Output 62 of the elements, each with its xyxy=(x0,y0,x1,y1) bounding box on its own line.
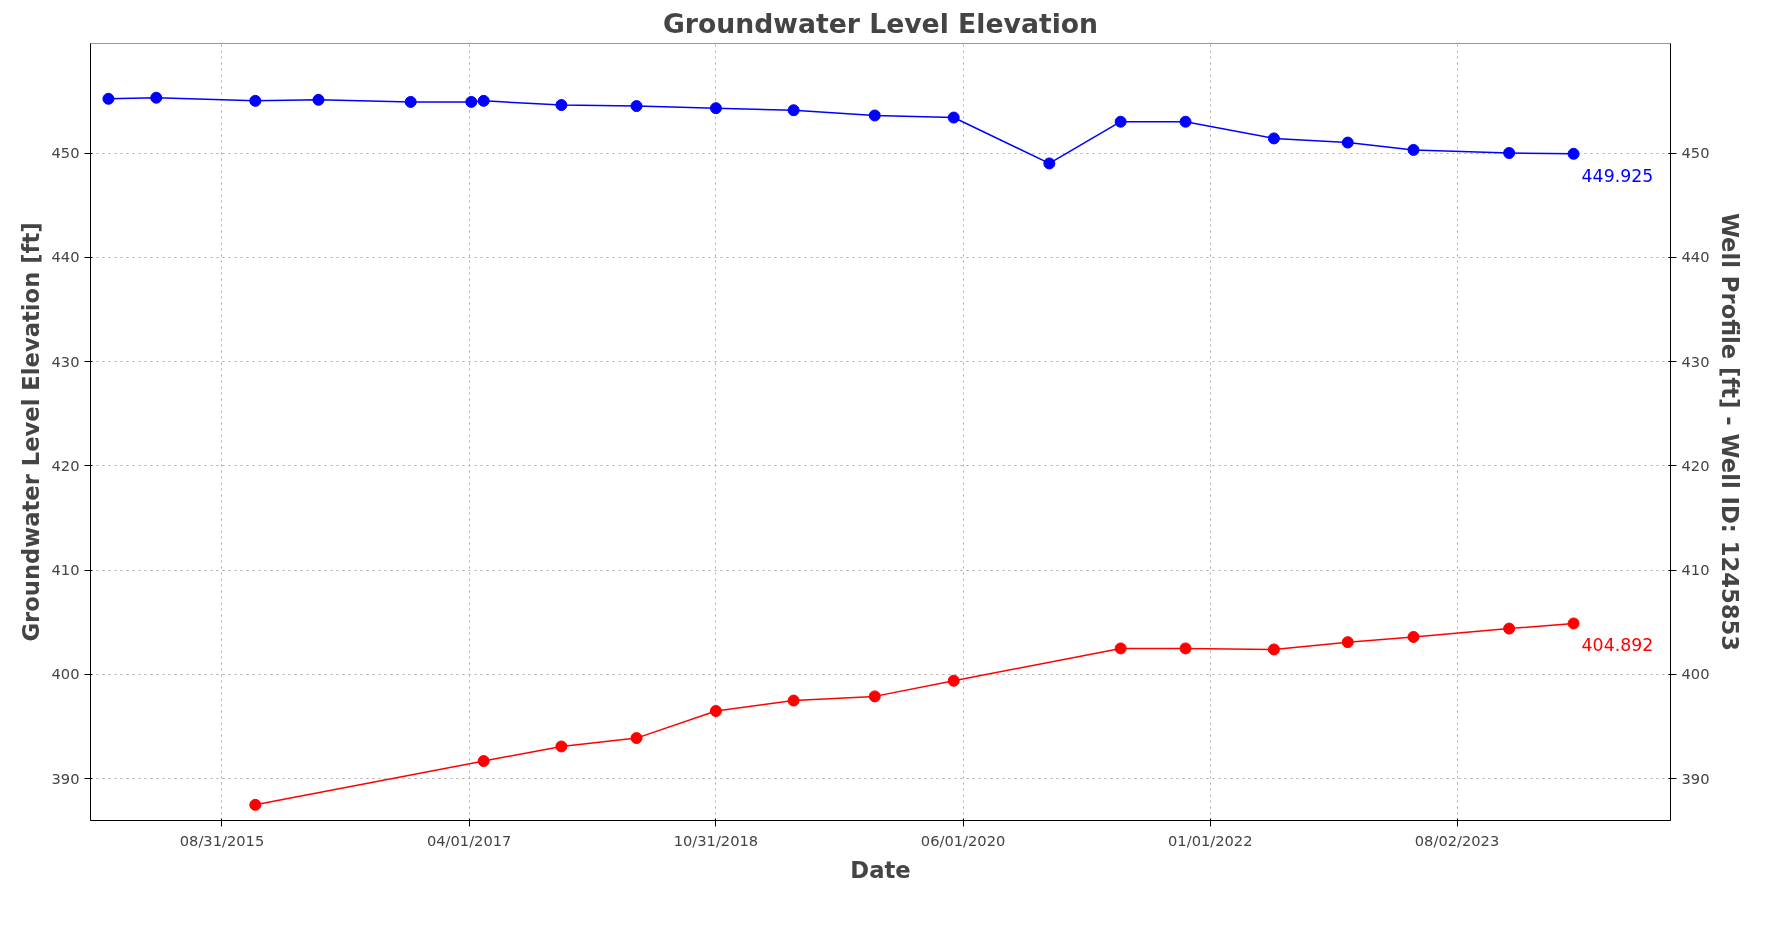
x-tick-label: 08/31/2015 xyxy=(179,831,265,849)
point xyxy=(1407,143,1420,156)
point xyxy=(1407,630,1420,643)
y-tick-label: 430 xyxy=(51,352,80,370)
point xyxy=(787,694,800,707)
y-tick-label: 400 xyxy=(51,665,80,683)
point xyxy=(249,94,262,107)
point xyxy=(787,104,800,117)
point xyxy=(947,111,960,124)
y2-tick-label: 430 xyxy=(1681,352,1710,370)
x-tick-label: 08/02/2023 xyxy=(1414,831,1500,849)
point xyxy=(1114,642,1127,655)
point xyxy=(102,92,115,105)
y-tick-label: 440 xyxy=(51,248,80,266)
y-tick-label: 420 xyxy=(51,456,80,474)
point xyxy=(1567,617,1580,630)
y-tick-label: 390 xyxy=(51,769,80,787)
y2-tick-label: 390 xyxy=(1681,769,1710,787)
point xyxy=(1267,643,1280,656)
point xyxy=(465,95,478,108)
point xyxy=(1043,157,1056,170)
y-tick-label: 450 xyxy=(51,144,80,162)
point xyxy=(1267,132,1280,145)
point xyxy=(1179,115,1192,128)
point xyxy=(477,755,490,768)
point xyxy=(868,690,881,703)
y2-tick-label: 400 xyxy=(1681,665,1710,683)
point xyxy=(1179,642,1192,655)
x-axis-title: Date xyxy=(850,856,911,883)
annotation: 449.925 xyxy=(1581,165,1654,186)
point xyxy=(868,109,881,122)
y-tick-label: 410 xyxy=(51,561,80,579)
point xyxy=(150,91,163,104)
y2-tick-label: 450 xyxy=(1681,144,1710,162)
y2-tick-label: 440 xyxy=(1681,248,1710,266)
x-tick-label: 10/31/2018 xyxy=(673,831,759,849)
point xyxy=(477,94,490,107)
point xyxy=(947,674,960,687)
point xyxy=(312,93,325,106)
point xyxy=(1341,636,1354,649)
point xyxy=(630,732,643,745)
chart-title: Groundwater Level Elevation xyxy=(662,7,1099,39)
point xyxy=(555,740,568,753)
point xyxy=(555,99,568,112)
annotation: 404.892 xyxy=(1581,635,1654,656)
point xyxy=(1503,147,1516,159)
y-axis-title: Groundwater Level Elevation [ft] xyxy=(17,222,44,642)
y2-tick-label: 410 xyxy=(1681,561,1710,579)
point xyxy=(249,798,262,811)
y2-axis-title: Well Profile [ft] - Well ID: 1245853 xyxy=(1717,212,1744,652)
point xyxy=(709,102,722,115)
x-tick-label: 06/01/2020 xyxy=(920,831,1006,849)
point xyxy=(1341,136,1354,149)
x-tick-label: 04/01/2017 xyxy=(426,831,512,849)
point xyxy=(630,100,643,113)
point xyxy=(1503,622,1516,635)
point xyxy=(709,705,722,717)
point xyxy=(404,95,417,108)
x-tick-label: 01/01/2022 xyxy=(1168,831,1253,849)
point xyxy=(1114,115,1127,128)
point xyxy=(1567,147,1580,160)
y2-tick-label: 420 xyxy=(1681,456,1710,474)
